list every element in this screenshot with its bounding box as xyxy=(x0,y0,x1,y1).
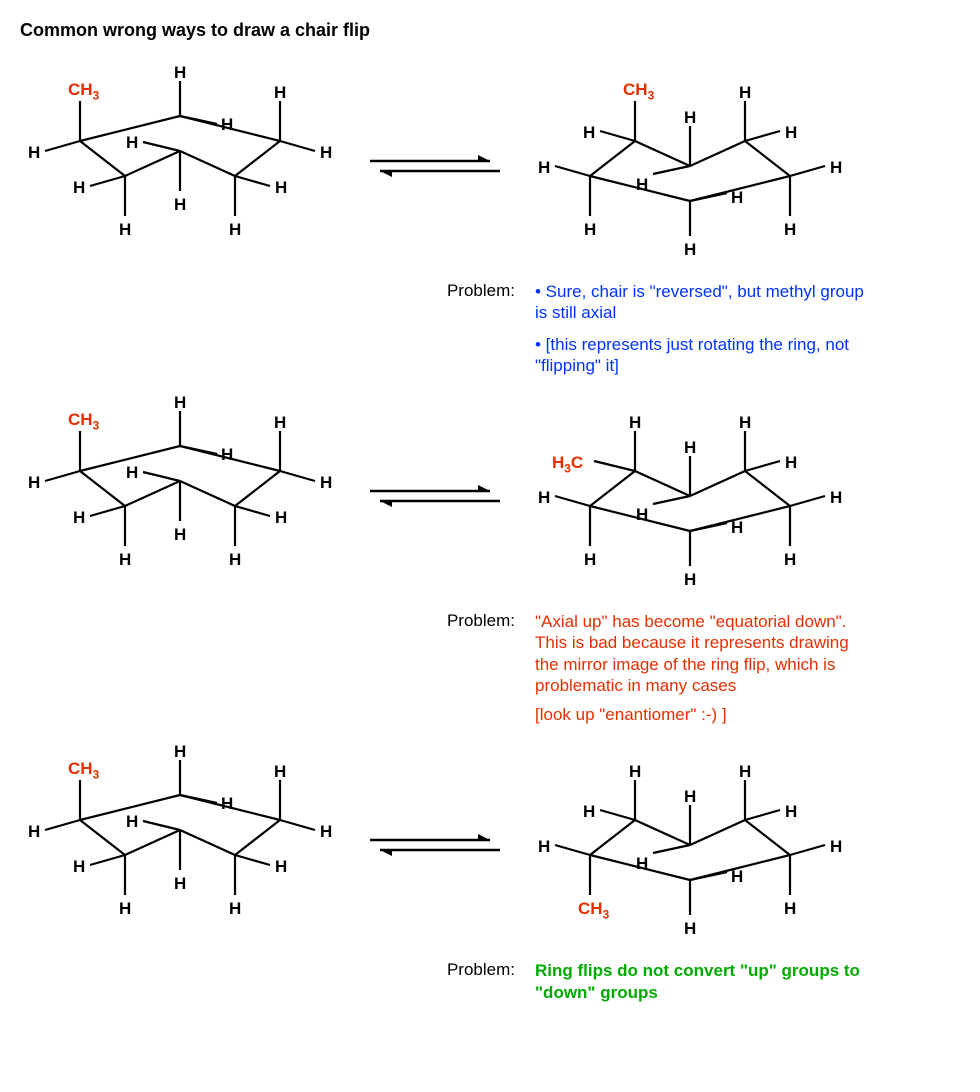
problem-text-3: Ring flips do not convert "up" groups to… xyxy=(535,960,875,1003)
equilibrium-arrow-2 xyxy=(360,386,510,606)
problem-label-2: Problem: xyxy=(20,611,535,725)
chair-left-3: CH3HHHHHHHHHHH xyxy=(20,735,340,955)
chair-left-1: CH3HHHHHHHHHHH xyxy=(20,56,340,276)
chair-right-2: HH3CHHHHHHHHHH xyxy=(530,386,850,606)
row-1: CH3HHHHHHHHHHH CH3HHHHHHHHHHH Problem: •… xyxy=(20,56,960,376)
chair-right-1: CH3HHHHHHHHHHH xyxy=(530,56,850,276)
row-3: CH3HHHHHHHHHHH HHHCH3HHHHHHHH Problem: R… xyxy=(20,735,960,1003)
page-title: Common wrong ways to draw a chair flip xyxy=(20,20,960,41)
equilibrium-arrow-3 xyxy=(360,735,510,955)
row-2: CH3HHHHHHHHHHH HH3CHHHHHHHHHH Problem: "… xyxy=(20,386,960,725)
problem-label-1: Problem: xyxy=(20,281,535,376)
chair-right-3: HHHCH3HHHHHHHH xyxy=(530,735,850,955)
problem-label-3: Problem: xyxy=(20,960,535,1003)
problem-text-1: • Sure, chair is "reversed", but methyl … xyxy=(535,281,875,376)
problem-text-2: "Axial up" has become "equatorial down".… xyxy=(535,611,875,725)
equilibrium-arrow-1 xyxy=(360,56,510,276)
chair-left-2: CH3HHHHHHHHHHH xyxy=(20,386,340,606)
